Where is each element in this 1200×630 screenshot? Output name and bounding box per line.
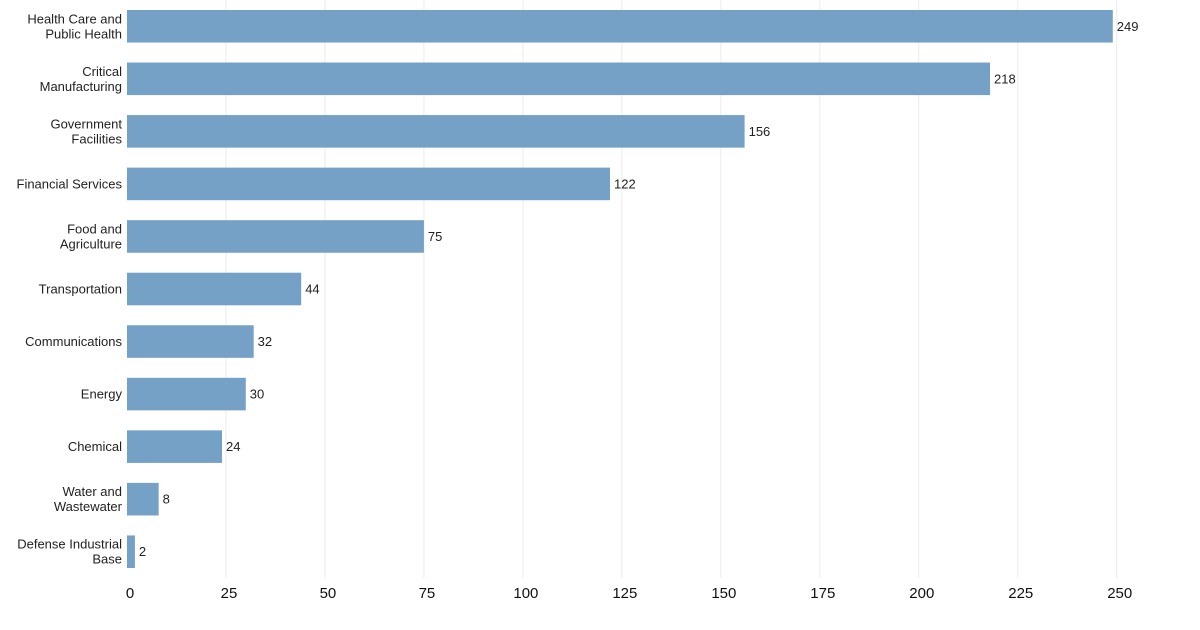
- bar-4: [127, 220, 424, 253]
- value-label-10: 2: [139, 544, 146, 559]
- value-label-8: 24: [226, 439, 240, 454]
- category-label-5: Transportation: [39, 282, 122, 297]
- x-tick-label-175: 175: [810, 585, 835, 602]
- value-label-4: 75: [428, 229, 442, 244]
- value-label-7: 30: [250, 387, 264, 402]
- x-tick-label-0: 0: [126, 585, 134, 602]
- x-tick-label-125: 125: [612, 585, 637, 602]
- category-label-7: Energy: [81, 387, 123, 402]
- bar-5: [127, 272, 302, 306]
- bar-10: [127, 535, 135, 569]
- value-label-1: 218: [994, 71, 1016, 86]
- x-tick-label-100: 100: [513, 585, 538, 602]
- value-label-9: 8: [163, 492, 170, 507]
- x-axis-ticks: 0 25 50 75 100 125 150 175 200 225 250: [126, 585, 1132, 602]
- x-tick-label-50: 50: [320, 585, 337, 602]
- value-labels: 249 218 156 122 75 44 32 30 24 8 2: [139, 19, 1139, 559]
- x-tick-label-250: 250: [1107, 585, 1132, 602]
- x-tick-label-25: 25: [221, 585, 238, 602]
- value-label-3: 122: [614, 176, 636, 191]
- x-tick-label-150: 150: [711, 585, 736, 602]
- category-label-4: Food and Agriculture: [60, 221, 122, 251]
- gridlines: [225, 0, 1118, 578]
- x-tick-label-75: 75: [419, 585, 436, 602]
- value-label-5: 44: [305, 282, 319, 297]
- bar-8: [127, 430, 223, 463]
- category-label-3: Financial Services: [17, 176, 123, 191]
- category-label-9: Water and Wastewater: [54, 484, 123, 514]
- bar-1: [127, 62, 991, 96]
- category-label-1: Critical Manufacturing: [40, 64, 122, 94]
- bar-6: [127, 325, 254, 358]
- category-label-10: Defense Industrial Base: [17, 537, 122, 567]
- bar-2: [127, 115, 745, 148]
- value-label-2: 156: [749, 124, 771, 139]
- category-label-8: Chemical: [68, 439, 122, 454]
- category-labels: Health Care and Public Health Critical Manu…: [17, 11, 123, 566]
- bar-3: [127, 167, 610, 201]
- value-label-6: 32: [258, 334, 272, 349]
- value-label-0: 249: [1117, 19, 1139, 34]
- bar-0: [127, 9, 1113, 43]
- x-tick-label-225: 225: [1008, 585, 1033, 602]
- category-label-6: Communications: [25, 334, 122, 349]
- x-tick-label-200: 200: [909, 585, 934, 602]
- category-label-2: Government Facilities: [50, 116, 122, 146]
- bar-9: [127, 482, 159, 516]
- bars: [127, 9, 1113, 569]
- category-label-0: Health Care and Public Health: [27, 11, 122, 41]
- bar-7: [127, 377, 246, 411]
